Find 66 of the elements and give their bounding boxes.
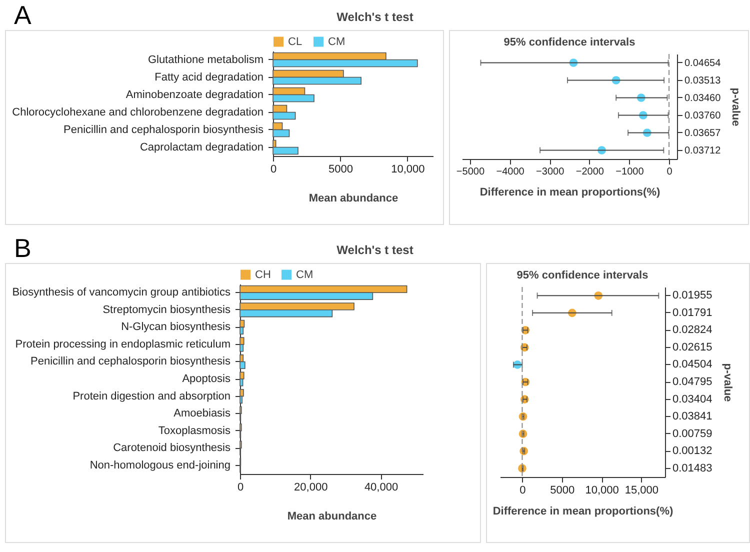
y-tick-label: 0.02824 <box>672 324 712 336</box>
chart-title: Welch's t test <box>336 10 414 24</box>
legend-label: CM <box>296 268 314 281</box>
y-tick-label: Penicillin and cephalosporin biosynthesis <box>64 124 264 136</box>
legend-label: CH <box>255 268 271 281</box>
y-tick-label: Protein processing in endoplasmic reticulum <box>15 338 230 350</box>
chart-title: 95% confidence intervals <box>516 270 648 282</box>
y-tick-label: Protein digestion and absorption <box>72 390 230 402</box>
text: B <box>14 233 32 264</box>
x-tick-label: 0 <box>270 164 277 176</box>
x-tick-label: 20,000 <box>294 482 328 494</box>
chart-title: Welch's t test <box>336 243 414 257</box>
x-axis-title: Mean abundance <box>287 510 377 522</box>
text: A <box>14 0 32 31</box>
x-tick-label: 5000 <box>550 484 575 496</box>
y-axis-title: p-value <box>730 88 742 126</box>
y-tick-label: Streptomycin biosynthesis <box>102 304 231 316</box>
x-tick-label: −3000 <box>536 166 565 178</box>
y-tick-label: Caprolactam degradation <box>140 141 264 154</box>
x-tick-label: −5000 <box>456 166 485 178</box>
y-tick-label: 0.02615 <box>672 341 712 354</box>
y-tick-label: 0.01955 <box>672 290 712 302</box>
y-tick-label: 0.03712 <box>684 145 722 156</box>
y-tick-label: 0.00132 <box>672 445 712 458</box>
y-tick-label: 0.03404 <box>672 393 712 406</box>
y-tick-label: 0.03513 <box>684 75 722 86</box>
legend-label: CM <box>328 36 346 48</box>
y-tick-label: Chlorocyclohexane and chlorobenzene degradation <box>12 106 264 118</box>
x-axis-title: Mean abundance <box>308 192 398 204</box>
y-tick-label: Aminobenzoate degradation <box>126 88 264 101</box>
y-tick-label: 0.03841 <box>672 410 712 423</box>
x-tick-label: −1000 <box>616 166 644 178</box>
legend-label: CL <box>288 36 302 48</box>
y-tick-label: 0.04795 <box>672 376 712 388</box>
y-tick-label: Amoebiasis <box>174 408 231 420</box>
x-tick-label: 0 <box>237 482 244 494</box>
x-tick-label: 0 <box>666 166 673 178</box>
x-tick-label: 10,000 <box>391 164 425 176</box>
y-tick-label: 0.01791 <box>672 306 712 319</box>
x-tick-label: 15,000 <box>625 484 659 496</box>
y-tick-label: Apoptosis <box>182 373 231 385</box>
y-tick-label: 0.00759 <box>672 428 712 440</box>
x-tick-label: −4000 <box>496 166 525 178</box>
y-tick-label: 0.03460 <box>684 92 722 104</box>
y-axis-title: p-value <box>721 363 734 402</box>
chart-title: 95% confidence intervals <box>504 36 636 48</box>
y-tick-label: Fatty acid degradation <box>154 71 264 84</box>
x-axis-title: Difference in mean proportions(%) <box>480 186 660 198</box>
y-tick-label: Penicillin and cephalosporin biosynthesis <box>30 356 231 368</box>
y-tick-label: Non-homologous end-joining <box>90 459 230 472</box>
y-tick-label: Toxoplasmosis <box>158 424 231 437</box>
x-axis-title: Difference in mean proportions(%) <box>493 506 674 518</box>
y-tick-label: Glutathione metabolism <box>148 54 264 66</box>
x-tick-label: 5000 <box>328 164 353 176</box>
y-tick-label: 0.04504 <box>672 358 712 371</box>
x-tick-label: 0 <box>520 484 526 496</box>
x-tick-label: −2000 <box>576 166 604 178</box>
y-tick-label: 0.03760 <box>684 110 722 122</box>
y-tick-label: Biosynthesis of vancomycin group antibiotics <box>12 286 231 299</box>
y-tick-label: N-Glycan biosynthesis <box>121 321 231 334</box>
y-tick-label: 0.04654 <box>684 58 722 69</box>
y-tick-label: 0.01483 <box>672 462 712 474</box>
x-tick-label: 10,000 <box>585 484 620 496</box>
y-tick-label: Carotenoid biosynthesis <box>113 442 231 454</box>
x-tick-label: 40,000 <box>364 482 398 494</box>
y-tick-label: 0.03657 <box>684 128 722 139</box>
